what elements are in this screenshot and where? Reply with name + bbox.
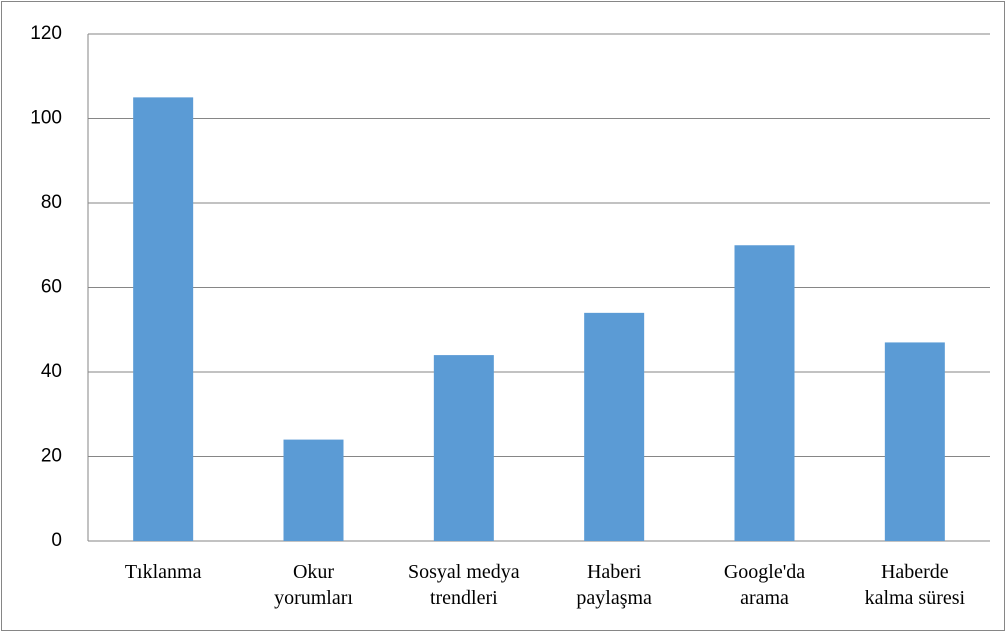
bar: [133, 97, 194, 541]
bar: [734, 245, 795, 541]
bar: [584, 312, 645, 541]
x-tick-label: Haberi paylaşma: [576, 561, 652, 609]
bar: [884, 342, 945, 541]
x-tick-label: Tıklanma: [124, 561, 202, 583]
x-tick-label: Google'da arama: [723, 561, 806, 609]
bar: [433, 355, 494, 541]
x-tick-label: Sosyal medya trendleri: [408, 561, 520, 609]
y-tick-label: 80: [41, 192, 62, 213]
y-tick-label: 0: [51, 530, 62, 551]
y-tick-label: 60: [41, 277, 62, 298]
bar: [283, 439, 344, 541]
y-tick-label: 20: [41, 446, 62, 467]
y-tick-label: 100: [30, 108, 62, 129]
y-tick-label: 40: [41, 361, 62, 382]
x-tick-label: Okur yorumları: [274, 561, 353, 609]
y-tick-label: 120: [30, 23, 62, 44]
x-tick-label: Haberde kalma süresi: [864, 561, 966, 609]
